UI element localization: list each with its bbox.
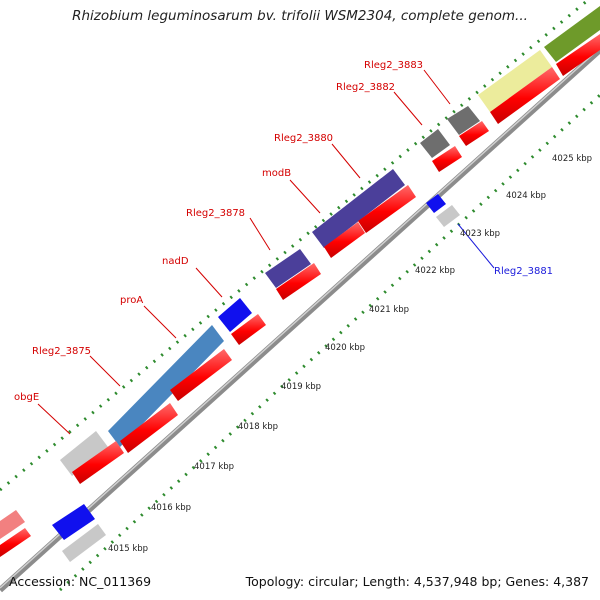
cds-arrow[interactable]	[324, 222, 365, 258]
cds-arrow[interactable]	[72, 441, 124, 484]
gene-feature-rleg2-3881-gray[interactable]	[436, 205, 460, 227]
gene-feature-rleg2-3881-blue[interactable]	[426, 194, 446, 213]
scale-dotted-line-upper	[0, 0, 591, 492]
gene-feature-olive[interactable]	[544, 6, 600, 62]
scale-tick-label: 4025 kbp	[552, 154, 592, 164]
gene-feature-rleg2-3875[interactable]	[108, 325, 224, 447]
gene-label-rleg2-3875[interactable]: Rleg2_3875	[32, 346, 91, 357]
gene-feature-nadd[interactable]	[265, 249, 311, 288]
scale-tick-label: 4022 kbp	[415, 266, 455, 276]
genome-backbone-highlight	[0, 47, 600, 589]
cds-arrow[interactable]	[490, 67, 560, 124]
scale-tick-label: 4018 kbp	[238, 422, 278, 432]
cds-arrow[interactable]	[120, 403, 178, 453]
gene-feature-proa[interactable]	[218, 298, 252, 332]
gene-label-nadd[interactable]: nadD	[162, 256, 189, 267]
cds-arrow[interactable]	[459, 121, 489, 146]
cds-arrow[interactable]	[170, 349, 232, 401]
gene-label-rleg2-3880[interactable]: Rleg2_3880	[274, 133, 333, 144]
scale-tick-label: 4015 kbp	[108, 544, 148, 554]
gene-labels: obgE Rleg2_3875 proA nadD Rleg2_3878 mod…	[14, 60, 553, 403]
gene-label-obge[interactable]: obgE	[14, 392, 39, 403]
gene-label-rleg2-3878[interactable]: Rleg2_3878	[186, 208, 245, 219]
genome-title: Rhizobium leguminosarum bv. trifolii WSM…	[72, 8, 528, 24]
scale-tick-label: 4020 kbp	[325, 343, 365, 353]
cds-arrow[interactable]	[0, 528, 31, 557]
accession-label: Accession: NC_011369	[9, 574, 152, 589]
scale-tick-label: 4019 kbp	[281, 382, 321, 392]
label-leader-line-rleg2-3881	[457, 223, 495, 269]
scale-tick-label: 4017 kbp	[194, 462, 234, 472]
gene-feature-blue[interactable]	[52, 504, 95, 540]
cds-arrow[interactable]	[276, 263, 321, 300]
gene-label-rleg2-3881[interactable]: Rleg2_3881	[494, 266, 553, 277]
gene-feature-obge[interactable]	[60, 431, 108, 476]
scale-tick-labels: 4015 kbp 4016 kbp 4017 kbp 4018 kbp 4019…	[108, 154, 592, 554]
label-leader-lines	[37, 69, 451, 435]
gene-feature-rleg2-3880[interactable]	[420, 129, 450, 158]
genome-backbone	[0, 47, 600, 593]
gene-label-rleg2-3883[interactable]: Rleg2_3883	[364, 60, 423, 71]
cds-track	[0, 34, 600, 557]
gene-track-upper	[0, 6, 600, 540]
scale-tick-label: 4024 kbp	[506, 191, 546, 201]
scale-dotted-line-lower	[58, 93, 600, 592]
cds-arrow[interactable]	[358, 185, 416, 233]
gene-feature-rleg2-3883[interactable]	[478, 50, 552, 112]
cds-arrow[interactable]	[556, 34, 600, 76]
scale-tick-label: 4016 kbp	[151, 503, 191, 513]
gene-label-modb[interactable]: modB	[262, 168, 291, 179]
scale-tick-label: 4023 kbp	[460, 229, 500, 239]
gene-feature-rleg2-3882[interactable]	[447, 106, 480, 135]
cds-arrow[interactable]	[432, 146, 462, 172]
cds-arrow[interactable]	[231, 314, 266, 345]
scale-tick-label: 4021 kbp	[369, 305, 409, 315]
gene-feature-pink[interactable]	[0, 510, 25, 539]
gene-feature-gray-lower[interactable]	[62, 524, 106, 562]
gene-feature-modb[interactable]	[312, 169, 405, 248]
genome-summary-label: Topology: circular; Length: 4,537,948 bp…	[245, 574, 589, 589]
gene-label-rleg2-3882[interactable]: Rleg2_3882	[336, 82, 395, 93]
gene-label-proa[interactable]: proA	[120, 295, 143, 306]
